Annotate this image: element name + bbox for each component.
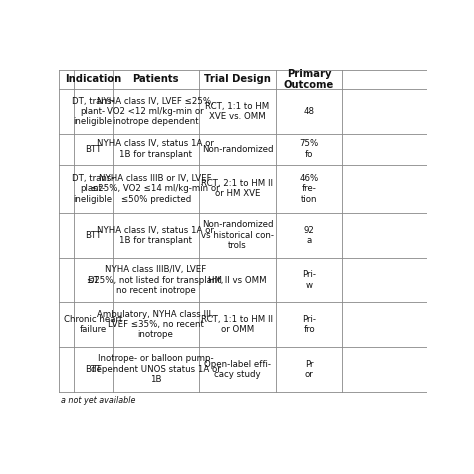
Text: Pri-
fro: Pri- fro (302, 315, 316, 334)
Text: NYHA class IIIB/IV, LVEF
≤25%, not listed for transplant,
no recent inotrope: NYHA class IIIB/IV, LVEF ≤25%, not liste… (88, 265, 224, 295)
Text: a not yet available: a not yet available (61, 396, 136, 405)
Text: Trial Design: Trial Design (204, 74, 271, 84)
Text: DT, trans-
plant-
ineligible: DT, trans- plant- ineligible (72, 174, 115, 203)
Text: NYHA class IV, LVEF ≤25%,
VO2 <12 ml/kg-min or
inotrope dependent: NYHA class IV, LVEF ≤25%, VO2 <12 ml/kg-… (97, 97, 214, 127)
Text: BTT: BTT (85, 145, 101, 154)
Text: RCT, 1:1 to HM
XVE vs. OMM: RCT, 1:1 to HM XVE vs. OMM (205, 102, 270, 121)
Text: Pr
or: Pr or (305, 360, 313, 379)
Text: 48: 48 (303, 107, 315, 116)
Text: NYHA class IV, status 1A or
1B for transplant: NYHA class IV, status 1A or 1B for trans… (97, 139, 214, 159)
Text: Non-randomized
vs historical con-
trols: Non-randomized vs historical con- trols (201, 220, 274, 250)
Text: Ambulatory, NYHA class III,
LVEF ≤35%, no recent
inotrope: Ambulatory, NYHA class III, LVEF ≤35%, n… (97, 310, 214, 339)
Text: Open-label effi-
cacy study: Open-label effi- cacy study (204, 360, 271, 379)
Text: Primary
Outcome: Primary Outcome (284, 69, 334, 90)
Text: NYHA class IV, status 1A or
1B for transplant: NYHA class IV, status 1A or 1B for trans… (97, 226, 214, 245)
Text: RCT, 1:1 to HM II
or OMM: RCT, 1:1 to HM II or OMM (201, 315, 273, 334)
Text: BTT: BTT (85, 231, 101, 240)
Text: Indication: Indication (65, 74, 121, 84)
Text: DT: DT (87, 275, 99, 284)
Text: BTT: BTT (85, 365, 101, 374)
Text: HM II vs OMM: HM II vs OMM (208, 275, 267, 284)
Text: RCT, 2:1 to HM II
or HM XVE: RCT, 2:1 to HM II or HM XVE (201, 179, 273, 198)
Text: Patients: Patients (132, 74, 179, 84)
Text: DT, trans-
plant-
ineligible: DT, trans- plant- ineligible (72, 97, 115, 127)
Text: 92
a: 92 a (304, 226, 314, 245)
Text: Chronic heart
failure: Chronic heart failure (64, 315, 122, 334)
Text: Inotrope- or balloon pump-
dependent UNOS status 1A or
1B: Inotrope- or balloon pump- dependent UNO… (91, 355, 220, 384)
Text: Non-randomized: Non-randomized (201, 145, 273, 154)
Text: Pri-
w: Pri- w (302, 270, 316, 290)
Text: 46%
fre-
tion: 46% fre- tion (300, 174, 319, 203)
Text: 75%
fo: 75% fo (300, 139, 319, 159)
Text: NYHA class IIIB or IV, LVEF
≤25%, VO2 ≤14 ml/kg-min or
≤50% predicted: NYHA class IIIB or IV, LVEF ≤25%, VO2 ≤1… (91, 174, 220, 203)
